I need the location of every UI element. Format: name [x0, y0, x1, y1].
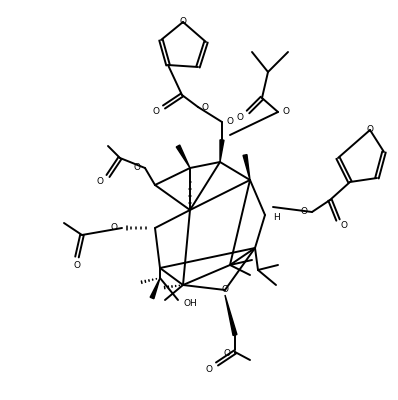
Text: O: O [133, 164, 140, 172]
Text: O: O [236, 112, 244, 122]
Text: O: O [201, 102, 209, 112]
Text: O: O [300, 208, 308, 216]
Text: O: O [222, 286, 228, 294]
Text: H: H [274, 212, 280, 222]
Text: O: O [367, 126, 373, 134]
Text: O: O [224, 348, 230, 358]
Polygon shape [220, 140, 224, 162]
Text: O: O [226, 118, 234, 126]
Polygon shape [243, 155, 250, 180]
Text: OH: OH [183, 300, 197, 308]
Text: O: O [341, 222, 347, 230]
Polygon shape [176, 145, 190, 168]
Text: O: O [111, 224, 117, 232]
Text: O: O [152, 106, 160, 116]
Text: O: O [283, 108, 289, 116]
Text: O: O [96, 178, 103, 186]
Polygon shape [225, 295, 237, 336]
Text: O: O [179, 18, 187, 26]
Polygon shape [150, 278, 160, 299]
Text: O: O [74, 260, 80, 270]
Text: O: O [205, 364, 213, 374]
